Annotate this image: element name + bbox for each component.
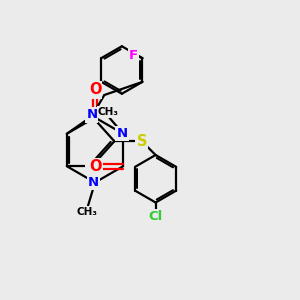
Text: N: N [86,161,98,174]
Text: S: S [136,134,147,149]
Text: N: N [88,176,99,189]
Text: F: F [129,49,138,62]
Text: N: N [116,127,128,140]
Text: O: O [89,159,102,174]
Text: Cl: Cl [148,210,163,223]
Text: O: O [89,82,101,98]
Text: CH₃: CH₃ [98,107,118,117]
Text: CH₃: CH₃ [77,207,98,217]
Text: N: N [86,109,98,122]
